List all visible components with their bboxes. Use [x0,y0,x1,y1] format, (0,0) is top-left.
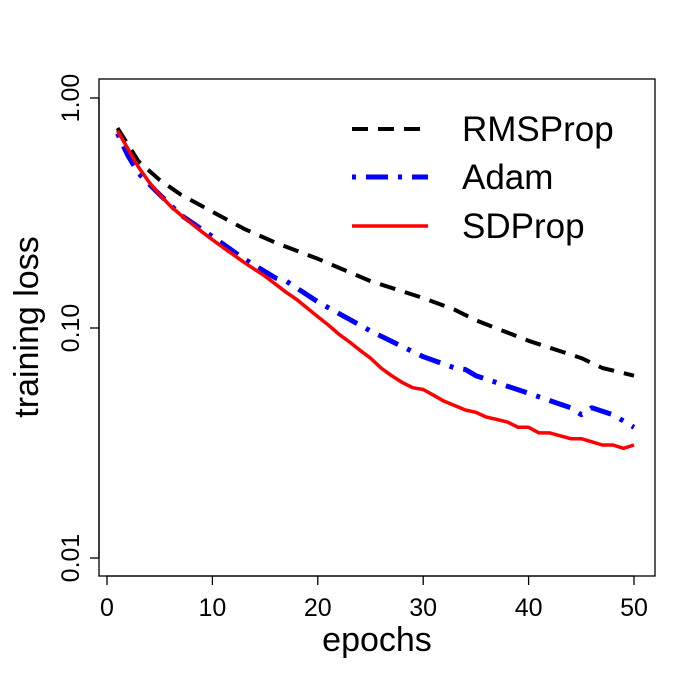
y-tick-label: 0.10 [57,304,85,353]
series-line-sdprop [115,129,635,451]
legend-label-sdprop: SDProp [462,207,585,246]
y-axis-label: training loss [8,236,46,417]
plot-frame [98,78,656,577]
y-tick-label: 1.00 [57,74,85,123]
legend: RMSProp Adam SDProp [352,110,614,246]
series-layer [115,127,636,451]
x-tick-label: 30 [409,594,437,622]
series-line-rmsprop [115,127,635,378]
x-axis-label: epochs [322,621,432,659]
x-axis: 0 10 20 30 40 50 [100,575,648,622]
x-tick-label: 20 [304,594,332,622]
legend-label-adam: Adam [462,158,553,197]
x-tick-label: 40 [515,594,543,622]
x-tick-label: 10 [198,594,226,622]
x-tick-label: 50 [620,594,648,622]
x-tick-label: 0 [100,594,114,622]
legend-label-rmsprop: RMSProp [462,110,614,149]
y-tick-label: 0.01 [57,534,85,583]
y-axis: 0.01 0.10 1.00 [57,74,100,583]
